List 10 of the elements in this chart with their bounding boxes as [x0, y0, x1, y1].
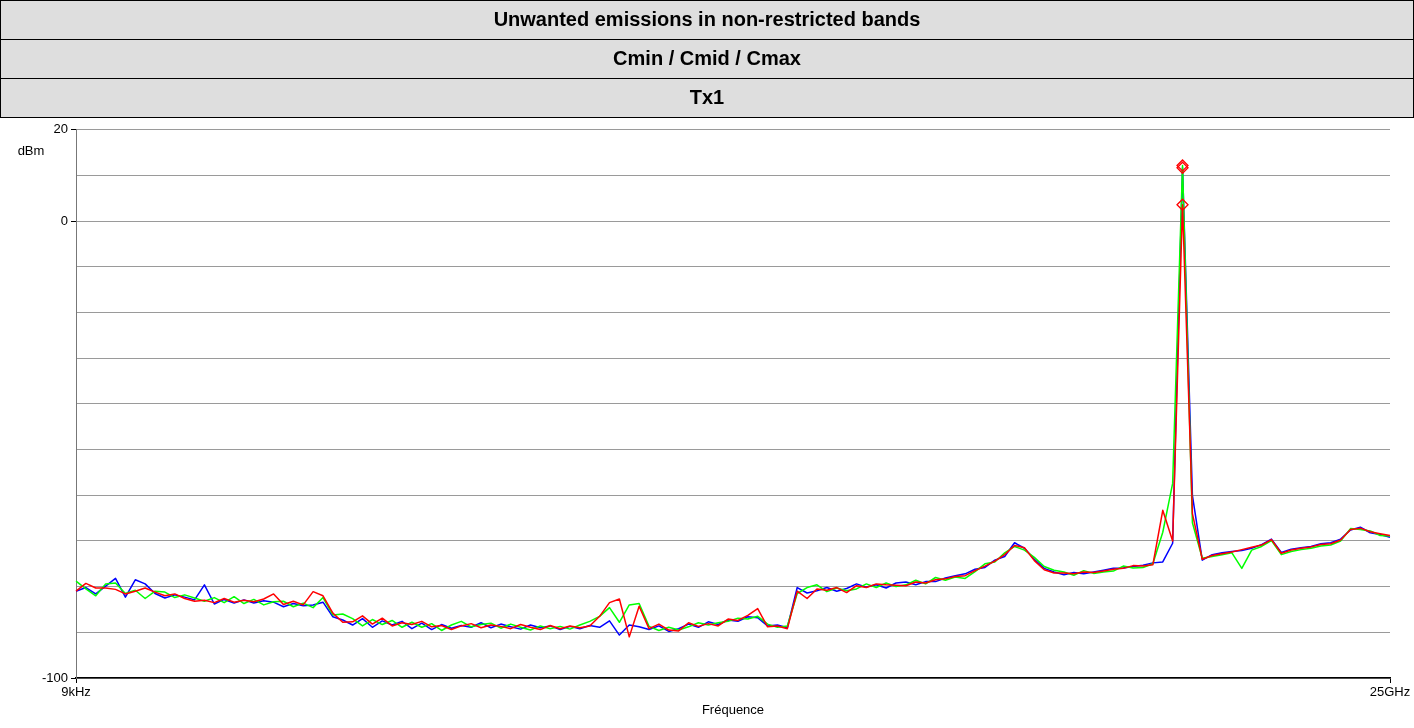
x-axis-title: Fréquence: [701, 701, 765, 717]
x-tick-label: 9kHz: [61, 684, 91, 700]
y-tick-label: 0: [60, 212, 68, 228]
x-tick-label: 25GHz: [1369, 684, 1411, 700]
y-axis-title: dBm: [17, 143, 45, 159]
y-tick-label: 20: [53, 121, 68, 137]
y-tick-label: -100: [41, 669, 68, 685]
chart-subtitle: Cmin / Cmid / Cmax: [613, 47, 801, 69]
chart-title: Unwanted emissions in non-restricted bands: [493, 8, 921, 30]
text: Tx1: [689, 86, 725, 108]
